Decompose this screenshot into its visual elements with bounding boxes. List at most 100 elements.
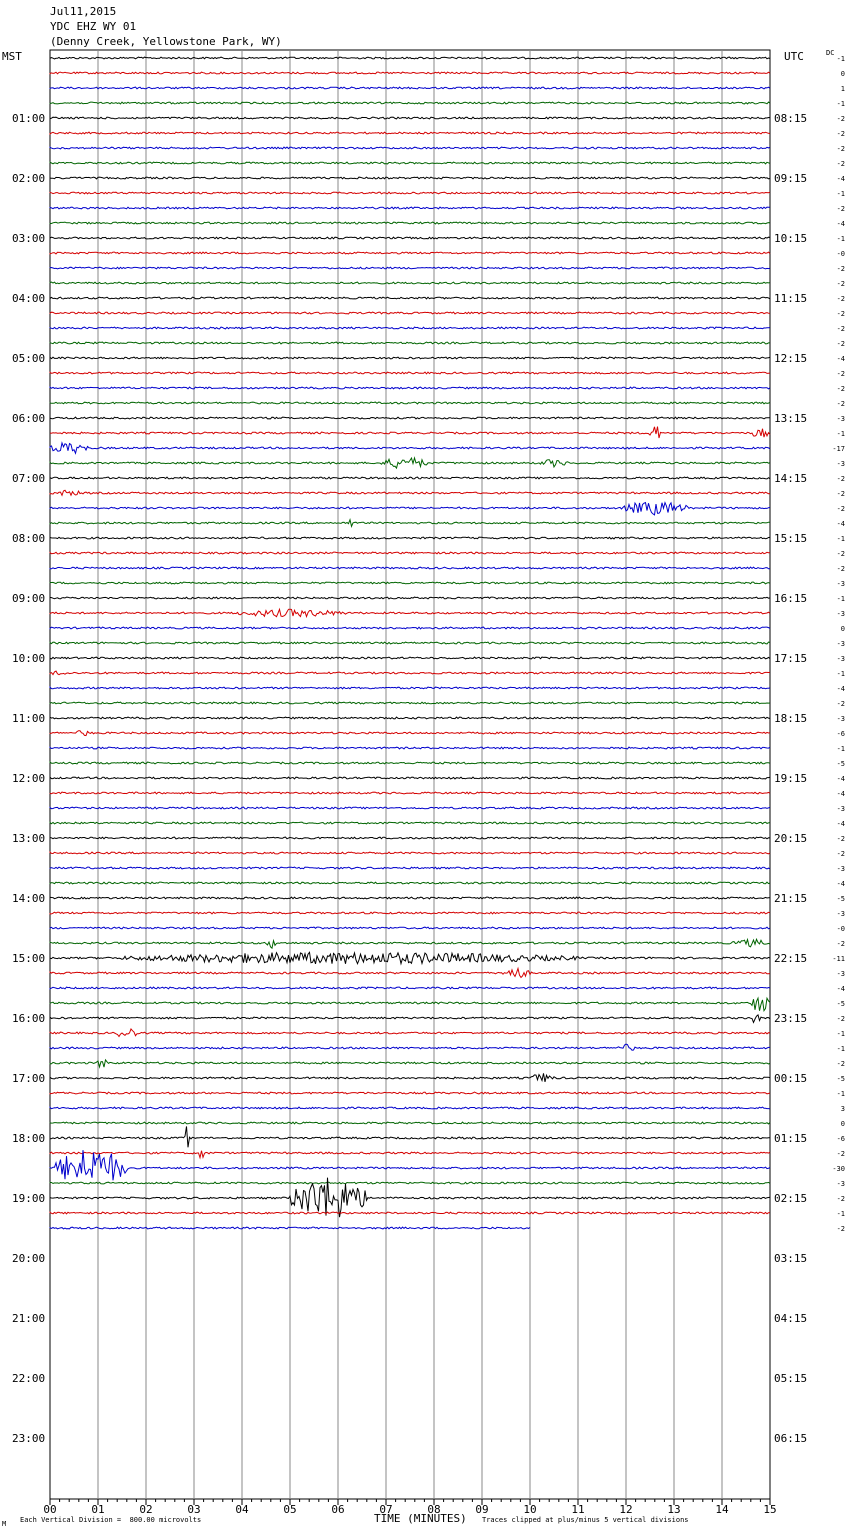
mst-hour-label: 07:00 xyxy=(12,472,45,485)
x-tick-label: 07 xyxy=(379,1503,392,1516)
mst-hour-label: 09:00 xyxy=(12,592,45,605)
seismic-trace xyxy=(49,326,771,330)
seismic-trace xyxy=(49,176,771,180)
seismic-trace xyxy=(49,746,771,750)
seismic-trace xyxy=(49,641,771,645)
dc-offset-label: -30 xyxy=(832,1165,845,1173)
seismic-trace xyxy=(49,71,771,75)
seismic-trace xyxy=(49,806,771,810)
dc-offset-label: -3 xyxy=(837,805,845,813)
dc-offset-label: -1 xyxy=(837,670,845,678)
mst-hour-label: 17:00 xyxy=(12,1072,45,1085)
utc-hour-label: 09:15 xyxy=(774,172,807,185)
dc-offset-label: -17 xyxy=(832,445,845,453)
utc-zone-label: UTC xyxy=(784,50,804,63)
seismic-trace xyxy=(49,1181,771,1185)
dc-offset-label: -3 xyxy=(837,910,845,918)
dc-offset-label: -2 xyxy=(837,400,845,408)
dc-offset-label: -4 xyxy=(837,685,845,693)
plot-date: Jul11,2015 xyxy=(50,5,117,18)
plot-frame xyxy=(49,49,771,1500)
seismic-trace xyxy=(49,426,771,439)
seismic-trace xyxy=(49,161,771,165)
seismic-trace xyxy=(49,566,771,570)
seismic-trace xyxy=(49,401,771,405)
utc-hour-label: 15:15 xyxy=(774,532,807,545)
dc-offset-label: -2 xyxy=(837,205,845,213)
utc-hour-label: 02:15 xyxy=(774,1192,807,1205)
x-tick-label: 11 xyxy=(571,1503,584,1516)
seismic-trace xyxy=(49,581,771,585)
mst-hour-label: 01:00 xyxy=(12,112,45,125)
dc-offset-label: -5 xyxy=(837,895,845,903)
x-tick-label: 06 xyxy=(331,1503,344,1516)
dc-offset-label: -2 xyxy=(837,340,845,348)
scale-note: Each Vertical Division = 800.00 microvol… xyxy=(20,1516,202,1524)
seismic-trace xyxy=(49,517,770,529)
utc-hour-label: 03:15 xyxy=(774,1252,807,1265)
dc-offset-label: -2 xyxy=(837,475,845,483)
seismic-trace xyxy=(49,881,771,885)
seismic-trace xyxy=(49,1150,771,1181)
dc-offset-label: 0 xyxy=(841,70,845,78)
seismic-trace xyxy=(49,251,771,255)
axis-labels: 00 01 02 03 04 05 06 07 08 09 10 11 12 13 14 1501:0002:… xyxy=(12,55,845,1516)
seismic-trace xyxy=(49,896,771,900)
mst-hour-label: 15:00 xyxy=(12,952,45,965)
dc-offset-label: -1 xyxy=(837,535,845,543)
seismic-trace xyxy=(49,416,771,420)
mst-hour-label: 18:00 xyxy=(12,1132,45,1145)
mst-hour-label: 02:00 xyxy=(12,172,45,185)
seismic-trace xyxy=(49,296,771,300)
dc-offset-label: -11 xyxy=(832,955,845,963)
mst-hour-label: 12:00 xyxy=(12,772,45,785)
dc-offset-label: -0 xyxy=(837,925,845,933)
seismic-trace xyxy=(49,311,771,315)
dc-offset-label: -2 xyxy=(837,550,845,558)
mst-hour-label: 19:00 xyxy=(12,1192,45,1205)
seismic-trace xyxy=(49,836,771,840)
utc-hour-label: 17:15 xyxy=(774,652,807,665)
dc-offset-label: -1 xyxy=(837,235,845,243)
dc-offset-label: -4 xyxy=(837,985,845,993)
seismic-trace xyxy=(49,670,771,676)
seismic-trace xyxy=(49,441,771,455)
mst-hour-label: 11:00 xyxy=(12,712,45,725)
dc-offset-label: -4 xyxy=(837,220,845,228)
utc-hour-label: 16:15 xyxy=(774,592,807,605)
seismic-trace xyxy=(49,356,771,360)
x-tick-label: 02 xyxy=(139,1503,152,1516)
seismic-trace xyxy=(49,996,771,1013)
seismic-trace xyxy=(49,86,771,90)
dc-offset-label: -3 xyxy=(837,655,845,663)
seismic-trace xyxy=(49,1177,771,1218)
dc-offset-label: -3 xyxy=(837,460,845,468)
seismic-trace xyxy=(49,1121,771,1125)
seismic-trace xyxy=(49,386,771,390)
seismic-trace xyxy=(49,489,771,497)
seismic-trace xyxy=(49,191,771,195)
seismic-traces xyxy=(49,56,771,1230)
dc-offset-label: -1 xyxy=(837,1045,845,1053)
dc-offset-label: -2 xyxy=(837,310,845,318)
dc-offset-label: -2 xyxy=(837,700,845,708)
x-tick-label: 15 xyxy=(763,1503,776,1516)
utc-hour-label: 11:15 xyxy=(774,292,807,305)
seismic-trace xyxy=(49,791,771,795)
x-tick-label: 05 xyxy=(283,1503,296,1516)
seismic-trace xyxy=(49,730,771,737)
seismic-trace xyxy=(49,656,771,660)
x-tick-label: 14 xyxy=(715,1503,729,1516)
dc-offset-label: -2 xyxy=(837,1060,845,1068)
seismic-trace xyxy=(49,131,771,135)
dc-offset-label: -1 xyxy=(837,595,845,603)
seismic-trace xyxy=(49,116,771,120)
seismic-trace xyxy=(49,536,771,540)
seismic-trace xyxy=(49,937,771,950)
mst-hour-label: 21:00 xyxy=(12,1312,45,1325)
seismic-trace xyxy=(49,951,771,966)
seismic-trace xyxy=(49,371,771,375)
dc-offset-label: -2 xyxy=(837,325,845,333)
mst-hour-label: 10:00 xyxy=(12,652,45,665)
seismic-trace xyxy=(49,716,771,720)
